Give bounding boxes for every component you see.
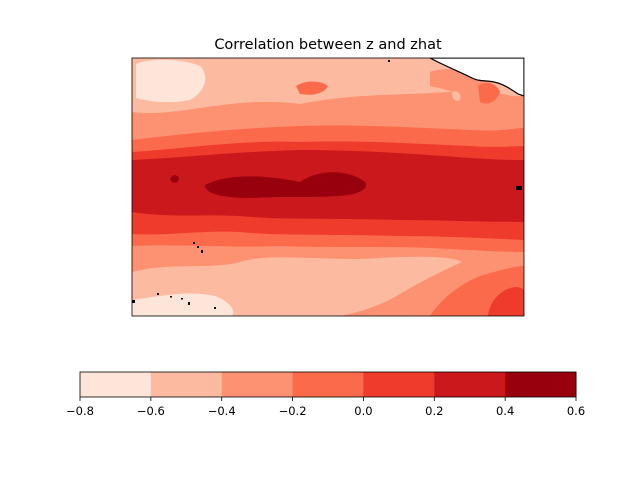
contour-band-lower (488, 287, 524, 316)
colorbar-segment (292, 372, 364, 397)
colorbar (80, 372, 577, 397)
contour-map (132, 58, 524, 316)
colorbar-tick-label: 0.2 (425, 404, 443, 418)
colorbar-segment (505, 372, 577, 397)
chart-title: Correlation between z and zhat (214, 37, 442, 53)
colorbar-tick-label: −0.8 (66, 404, 94, 418)
colorbar-tick-label: 0.6 (567, 404, 585, 418)
colorbar-ticks: −0.8 −0.6 −0.4 −0.2 0.0 0.2 0.4 0.6 (66, 397, 585, 418)
contour-band-upper (205, 172, 366, 198)
land-coastline (429, 58, 524, 97)
colorbar-segment (80, 372, 152, 397)
contour-band-upper (452, 91, 461, 101)
colorbar-segment (150, 372, 223, 397)
colorbar-segment (363, 372, 435, 397)
contour-band-upper (170, 175, 179, 183)
colorbar-segment (221, 372, 294, 397)
colorbar-tick-label: −0.6 (137, 404, 165, 418)
colorbar-frame (79, 371, 577, 398)
island-markers (132, 60, 522, 309)
colorbar-tick-label: 0.4 (496, 404, 514, 418)
contour-band-lower (132, 293, 234, 316)
colorbar-segment (434, 372, 506, 397)
map-frame (131, 57, 525, 317)
colorbar-tick-label: −0.4 (208, 404, 236, 418)
colorbar-tick-label: 0.0 (354, 404, 372, 418)
colorbar-tick-label: −0.2 (279, 404, 307, 418)
contour-band-upper (136, 59, 206, 103)
contour-band-upper (296, 81, 328, 95)
contour-band-upper (478, 83, 500, 104)
